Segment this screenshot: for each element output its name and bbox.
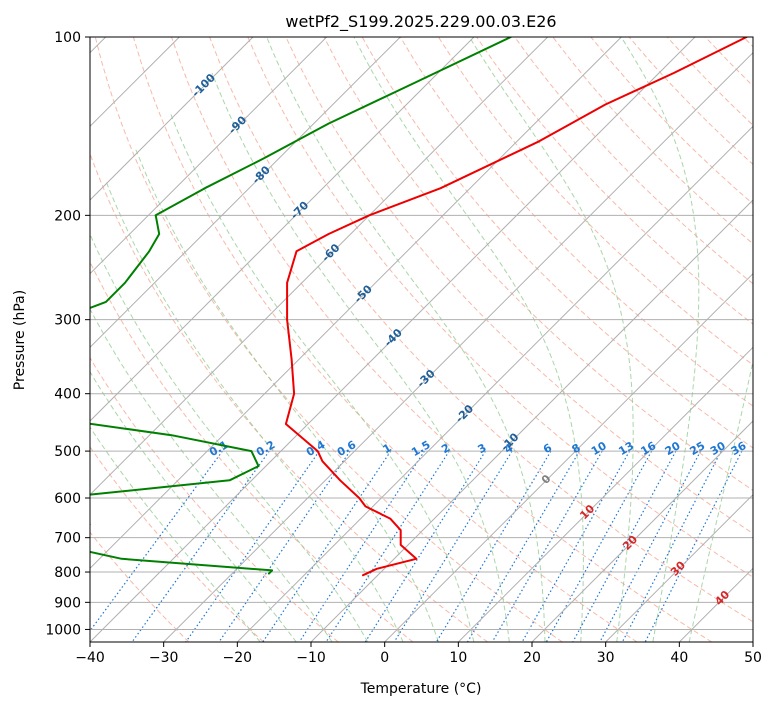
moist-adiabat-line — [90, 232, 369, 642]
x-tick-label: 10 — [449, 650, 467, 666]
y-tick-label: 500 — [54, 444, 81, 460]
pressure-gridlines — [90, 37, 753, 630]
mixing-ratio-line — [325, 450, 450, 642]
y-axis: 100 200 300 400 500 600 700 800 900 1000 — [45, 30, 90, 638]
skewed-isotherms — [90, 37, 753, 642]
mixing-ratio-line — [545, 450, 653, 642]
y-tick-label: 200 — [54, 208, 81, 224]
dry-adiabat-line — [323, 37, 753, 491]
dry-adiabat-line — [90, 531, 190, 642]
moist-adiabat-line — [90, 308, 333, 642]
y-tick-label: 300 — [54, 313, 81, 329]
mixing-ratio-line — [466, 450, 580, 642]
mixing-ratio-lines — [90, 450, 743, 642]
mixing-ratio-line — [521, 450, 631, 642]
dry-adiabat-line — [90, 356, 339, 642]
mixing-ratio-line — [491, 450, 603, 642]
dry-adiabat-line — [94, 37, 563, 642]
x-tick-label: −20 — [223, 650, 253, 666]
dry-adiabat-line — [247, 37, 753, 578]
y-tick-label: 900 — [54, 595, 81, 611]
moist-adiabat-line — [170, 114, 475, 642]
dry-adiabat-line — [171, 37, 712, 642]
moist-adiabat-line — [266, 37, 546, 642]
dry-adiabat-line — [361, 37, 753, 449]
dry-adiabat-line — [90, 446, 264, 642]
mixing-ratio-line — [393, 450, 513, 642]
y-tick-label: 400 — [54, 387, 81, 403]
moist-adiabat-line — [105, 180, 404, 642]
x-tick-label: −30 — [149, 650, 179, 666]
isotherm-line — [90, 37, 401, 349]
moist-adiabat-line — [90, 370, 297, 642]
isotherm-line — [384, 272, 753, 642]
dewpoint-profile-line — [90, 37, 512, 575]
x-tick-label: −40 — [75, 650, 105, 666]
y-tick-label: 100 — [54, 30, 81, 46]
dry-adiabat-line — [285, 37, 753, 535]
sounding-profiles — [90, 37, 748, 577]
isotherm-line — [90, 37, 475, 422]
x-tick-label: 50 — [744, 650, 762, 666]
y-axis-label: Pressure (hPa) — [12, 290, 28, 390]
moist-adiabat-line — [620, 37, 700, 642]
dry-adiabat-line — [132, 37, 638, 642]
mixing-ratio-line — [364, 450, 486, 642]
moist-adiabat-line — [688, 358, 753, 642]
x-axis: −40 −30 −20 −10 0 10 20 30 40 50 — [75, 642, 762, 666]
mixing-ratio-line — [218, 450, 351, 642]
isotherm-line — [90, 37, 328, 275]
x-tick-label: −10 — [296, 650, 326, 666]
moist-adiabat-line — [353, 37, 584, 642]
plot-frame — [89, 36, 754, 643]
dry-adiabat-line — [399, 37, 753, 407]
isotherm-line — [457, 346, 753, 642]
dry-adiabat-line — [90, 152, 488, 642]
isotherm-line — [90, 37, 549, 496]
temperature-profile-line — [284, 37, 748, 577]
isotherm-line — [605, 493, 753, 642]
dry-adiabat-line — [209, 37, 753, 623]
x-tick-label: 0 — [380, 650, 389, 666]
y-tick-label: 800 — [54, 565, 81, 581]
x-tick-label: 30 — [597, 650, 615, 666]
x-tick-label: 40 — [670, 650, 688, 666]
dry-adiabat-line — [437, 37, 753, 366]
isotherm-line — [90, 37, 622, 570]
y-tick-label: 1000 — [45, 622, 81, 638]
isotherm-line — [236, 125, 753, 642]
isotherm-line — [531, 420, 753, 642]
isotherm-line — [752, 641, 753, 642]
isotherm-line — [163, 51, 753, 642]
x-tick-label: 20 — [523, 650, 541, 666]
plot-area: 0.1 0.2 0.4 0.6 1 1.5 2 3 4 6 8 10 13 16 20 25 30 36 -100… — [90, 37, 753, 642]
dry-adiabat-line — [514, 37, 753, 285]
moist-adiabat-line — [211, 72, 510, 642]
isotherm-line — [310, 199, 753, 642]
mixing-ratio-line — [185, 450, 320, 642]
chart-title: wetPf2_S199.2025.229.00.03.E26 — [285, 12, 556, 32]
mixing-ratio-line — [435, 450, 552, 642]
isotherm-line — [90, 37, 696, 642]
isotherm-line — [90, 37, 254, 201]
mixing-ratio-line — [572, 450, 677, 642]
x-axis-label: Temperature (°C) — [360, 681, 482, 697]
y-tick-label: 700 — [54, 531, 81, 547]
y-tick-label: 600 — [54, 491, 81, 507]
